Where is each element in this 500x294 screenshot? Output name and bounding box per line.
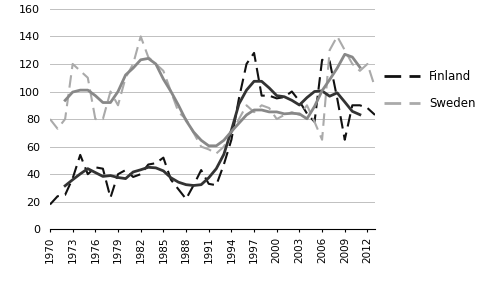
Legend: Finland, Sweden: Finland, Sweden [384, 70, 476, 110]
